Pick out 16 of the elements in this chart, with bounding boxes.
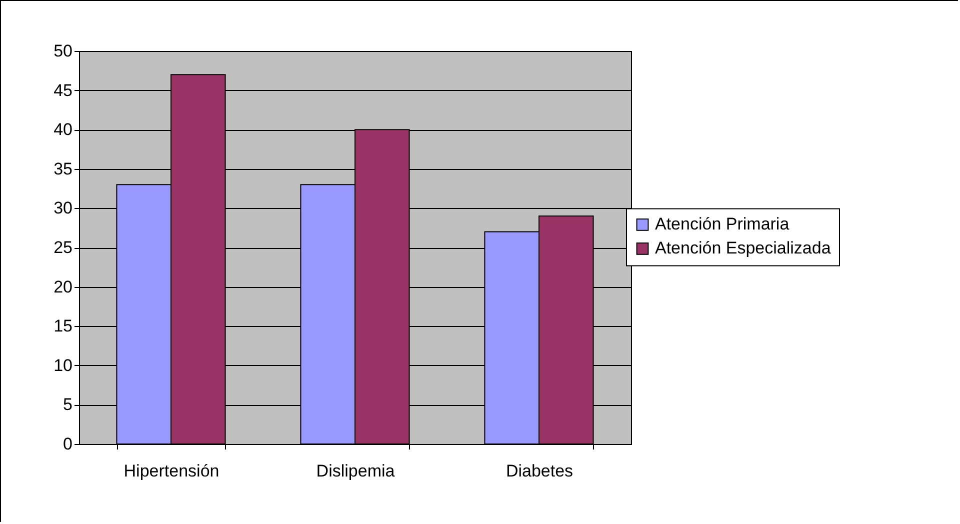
- y-tick-label: 0: [63, 434, 72, 454]
- y-tick-label: 25: [54, 238, 72, 257]
- x-tick-label: Dislipemia: [316, 462, 396, 480]
- y-tick-label: 35: [54, 159, 72, 178]
- y-tick-label: 30: [54, 198, 72, 218]
- y-tick-label: 10: [54, 356, 72, 375]
- legend-label: Atención Primaria: [655, 214, 790, 234]
- y-tick-label: 45: [54, 80, 72, 100]
- y-tick-label: 40: [54, 120, 72, 140]
- y-tick-label: 5: [63, 395, 72, 414]
- y-tick-label: 50: [54, 42, 72, 60]
- legend-label: Atención Especializada: [655, 238, 832, 258]
- y-tick-label: 20: [54, 277, 72, 296]
- x-tick-label: Diabetes: [506, 462, 574, 480]
- y-tick-label: 15: [54, 316, 72, 336]
- x-tick-label: Hipertensión: [124, 462, 220, 480]
